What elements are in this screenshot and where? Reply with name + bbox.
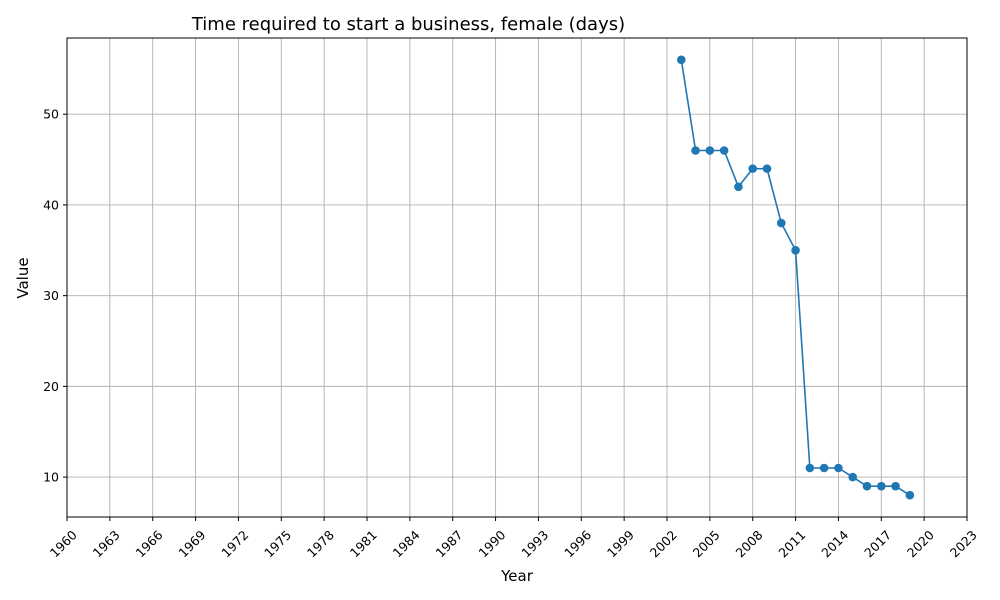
- x-axis-label: Year: [500, 567, 534, 585]
- data-point: [876, 481, 886, 491]
- data-point: [719, 146, 729, 155]
- data-point: [776, 218, 786, 228]
- data-point: [691, 146, 700, 155]
- grid-layer: [66, 38, 968, 517]
- data-point: [676, 55, 686, 65]
- y-tick-label: 30: [43, 288, 59, 303]
- y-tick-label: 50: [43, 107, 59, 122]
- data-point: [862, 481, 872, 491]
- data-point: [791, 245, 800, 255]
- data-point: [805, 463, 815, 473]
- data-point: [705, 146, 715, 155]
- y-tick-label: 10: [43, 470, 59, 485]
- y-tick-label: 40: [43, 197, 59, 212]
- y-tick-label: 20: [43, 379, 59, 394]
- series-layer: [676, 55, 915, 500]
- data-point: [891, 481, 900, 491]
- chart-title: Time required to start a business, femal…: [191, 14, 625, 35]
- data-point: [734, 182, 743, 192]
- data-point: [834, 463, 843, 473]
- data-point: [748, 164, 758, 173]
- data-point: [762, 164, 772, 173]
- data-point: [819, 463, 829, 473]
- data-point: [905, 490, 915, 500]
- data-point: [848, 472, 858, 482]
- y-axis-label: Value: [14, 257, 32, 298]
- plot-area-frame: [66, 37, 968, 518]
